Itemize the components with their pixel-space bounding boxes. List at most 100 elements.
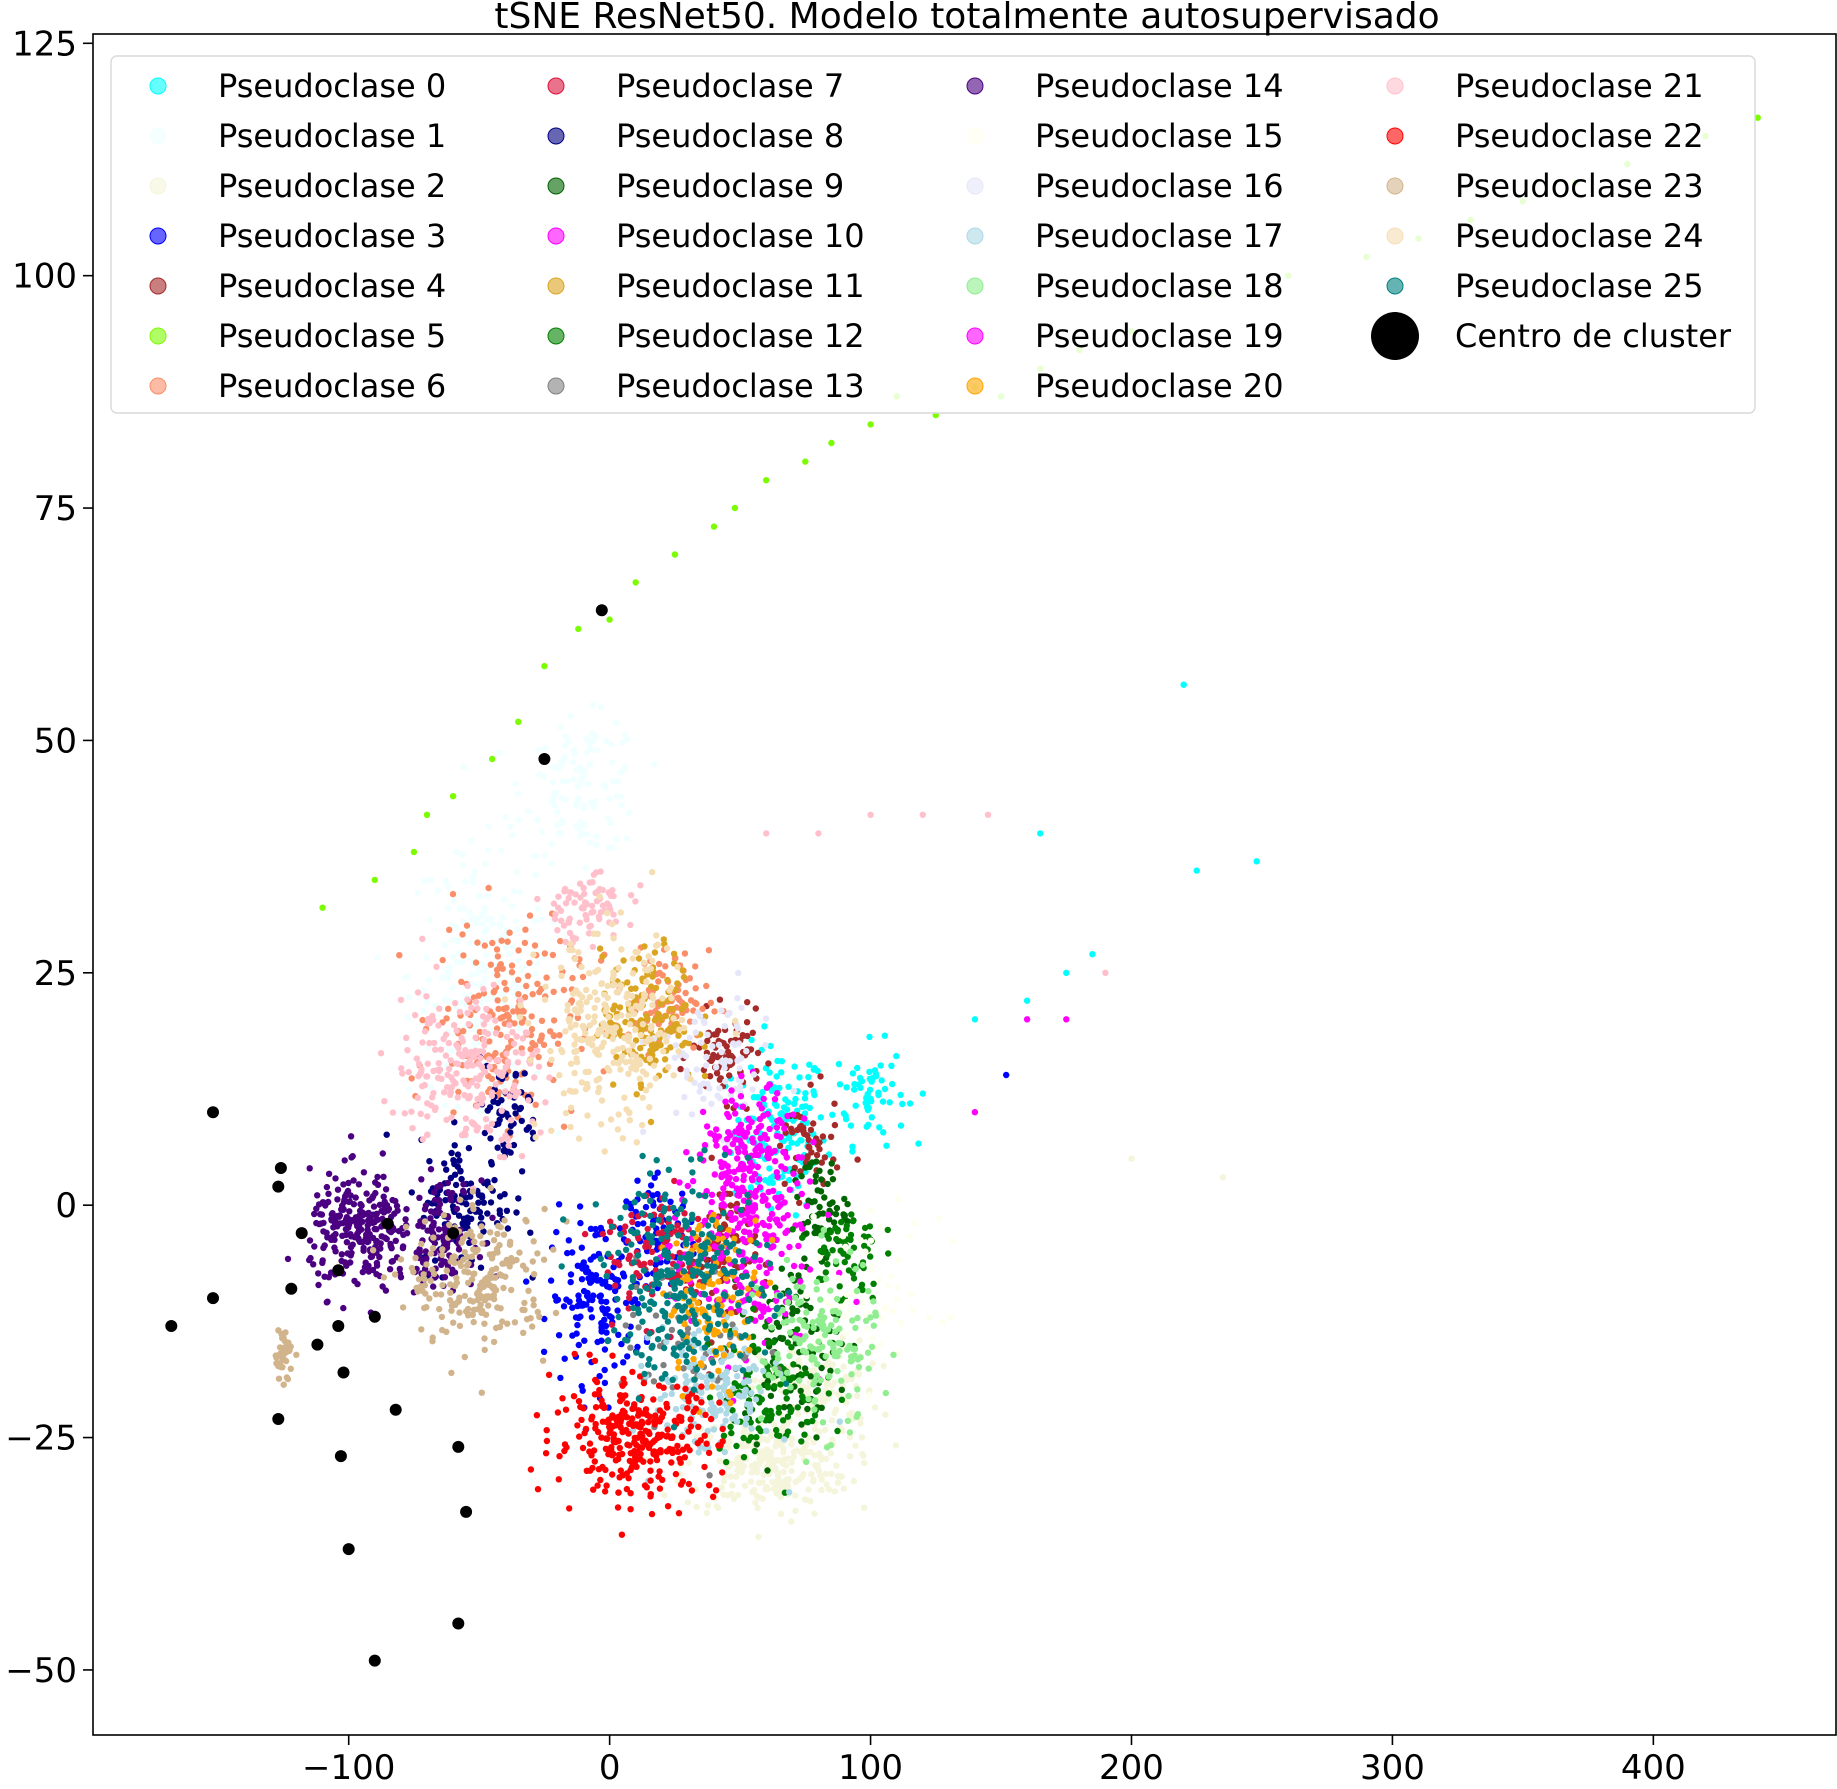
data-point — [638, 1084, 645, 1092]
data-point — [567, 1060, 575, 1067]
data-point — [674, 1222, 681, 1229]
data-point — [611, 981, 618, 988]
data-point — [796, 1377, 803, 1384]
data-point — [642, 1203, 650, 1211]
data-point — [602, 1322, 610, 1330]
data-point — [741, 1228, 749, 1236]
data-point — [554, 927, 561, 934]
data-point — [629, 955, 637, 962]
data-point — [645, 1429, 652, 1436]
data-point — [419, 1287, 426, 1295]
data-point — [574, 1321, 581, 1329]
data-point — [1023, 1016, 1031, 1023]
data-point — [485, 1013, 493, 1020]
data-point — [712, 1487, 720, 1494]
data-point — [496, 1207, 503, 1214]
data-point — [769, 1465, 777, 1473]
data-point — [679, 1042, 686, 1049]
data-point — [635, 1235, 642, 1242]
data-point — [403, 1034, 410, 1042]
data-point — [616, 1392, 624, 1399]
data-point — [689, 1177, 697, 1185]
data-point — [723, 1458, 730, 1466]
data-point — [605, 902, 613, 909]
data-point — [534, 905, 541, 913]
data-point — [588, 902, 596, 910]
data-point — [549, 779, 557, 786]
data-point — [329, 1210, 336, 1217]
data-point — [451, 1282, 459, 1290]
data-point — [449, 936, 456, 944]
data-point — [665, 1064, 672, 1071]
data-point — [380, 1274, 388, 1281]
data-point — [475, 970, 482, 977]
data-point — [872, 1070, 880, 1078]
data-point — [754, 1049, 762, 1057]
data-point — [763, 1407, 770, 1414]
data-point — [634, 1177, 641, 1184]
data-point — [687, 1075, 694, 1083]
data-point — [792, 1095, 799, 1103]
data-point — [482, 1278, 489, 1285]
data-point — [881, 1085, 889, 1093]
data-point — [586, 923, 593, 930]
data-point — [499, 965, 506, 972]
data-point — [793, 1140, 801, 1147]
data-point — [740, 1429, 748, 1436]
data-point — [478, 1389, 485, 1396]
data-point — [325, 1170, 333, 1178]
data-point — [603, 909, 611, 917]
data-point — [748, 1118, 755, 1126]
data-point — [443, 1015, 450, 1022]
data-point — [682, 1372, 689, 1380]
data-point — [534, 1047, 541, 1054]
data-point — [418, 1176, 425, 1183]
data-point — [804, 1153, 811, 1160]
data-point — [606, 795, 613, 802]
data-point — [854, 1156, 861, 1163]
data-point — [915, 1140, 922, 1147]
data-point — [632, 1037, 640, 1044]
data-point — [629, 1368, 636, 1376]
data-point — [797, 1278, 804, 1285]
data-point — [454, 1094, 461, 1101]
data-point — [424, 1060, 431, 1067]
data-point — [508, 962, 516, 969]
data-point — [868, 1343, 876, 1351]
data-point — [784, 1413, 792, 1420]
data-point — [744, 999, 751, 1006]
data-point — [431, 1106, 439, 1114]
data-point — [472, 998, 480, 1006]
data-point — [720, 1352, 728, 1359]
data-point — [514, 926, 521, 933]
data-point — [858, 1434, 866, 1441]
data-point — [798, 1263, 805, 1270]
data-point — [749, 1333, 757, 1340]
data-point — [501, 1191, 508, 1198]
data-point — [442, 1197, 449, 1204]
data-point — [506, 929, 513, 936]
data-point — [810, 1476, 817, 1484]
data-point — [350, 1177, 357, 1184]
data-point — [540, 1041, 548, 1049]
data-point — [764, 1467, 771, 1474]
data-point — [464, 1062, 471, 1070]
data-point — [459, 1053, 467, 1060]
data-point — [560, 1123, 568, 1130]
data-point — [352, 1214, 360, 1221]
data-point — [615, 1489, 622, 1496]
data-point — [494, 1144, 501, 1151]
data-point — [622, 764, 629, 771]
data-point — [804, 1384, 812, 1392]
data-point — [703, 1123, 711, 1130]
data-point — [647, 1047, 654, 1054]
data-point — [570, 776, 577, 783]
data-point — [389, 1109, 397, 1116]
data-point — [344, 1187, 352, 1195]
data-point — [608, 920, 616, 928]
data-point — [807, 1126, 815, 1134]
data-point — [664, 1432, 671, 1440]
data-point — [472, 1034, 479, 1041]
data-point — [590, 908, 597, 916]
data-point — [486, 1063, 493, 1070]
